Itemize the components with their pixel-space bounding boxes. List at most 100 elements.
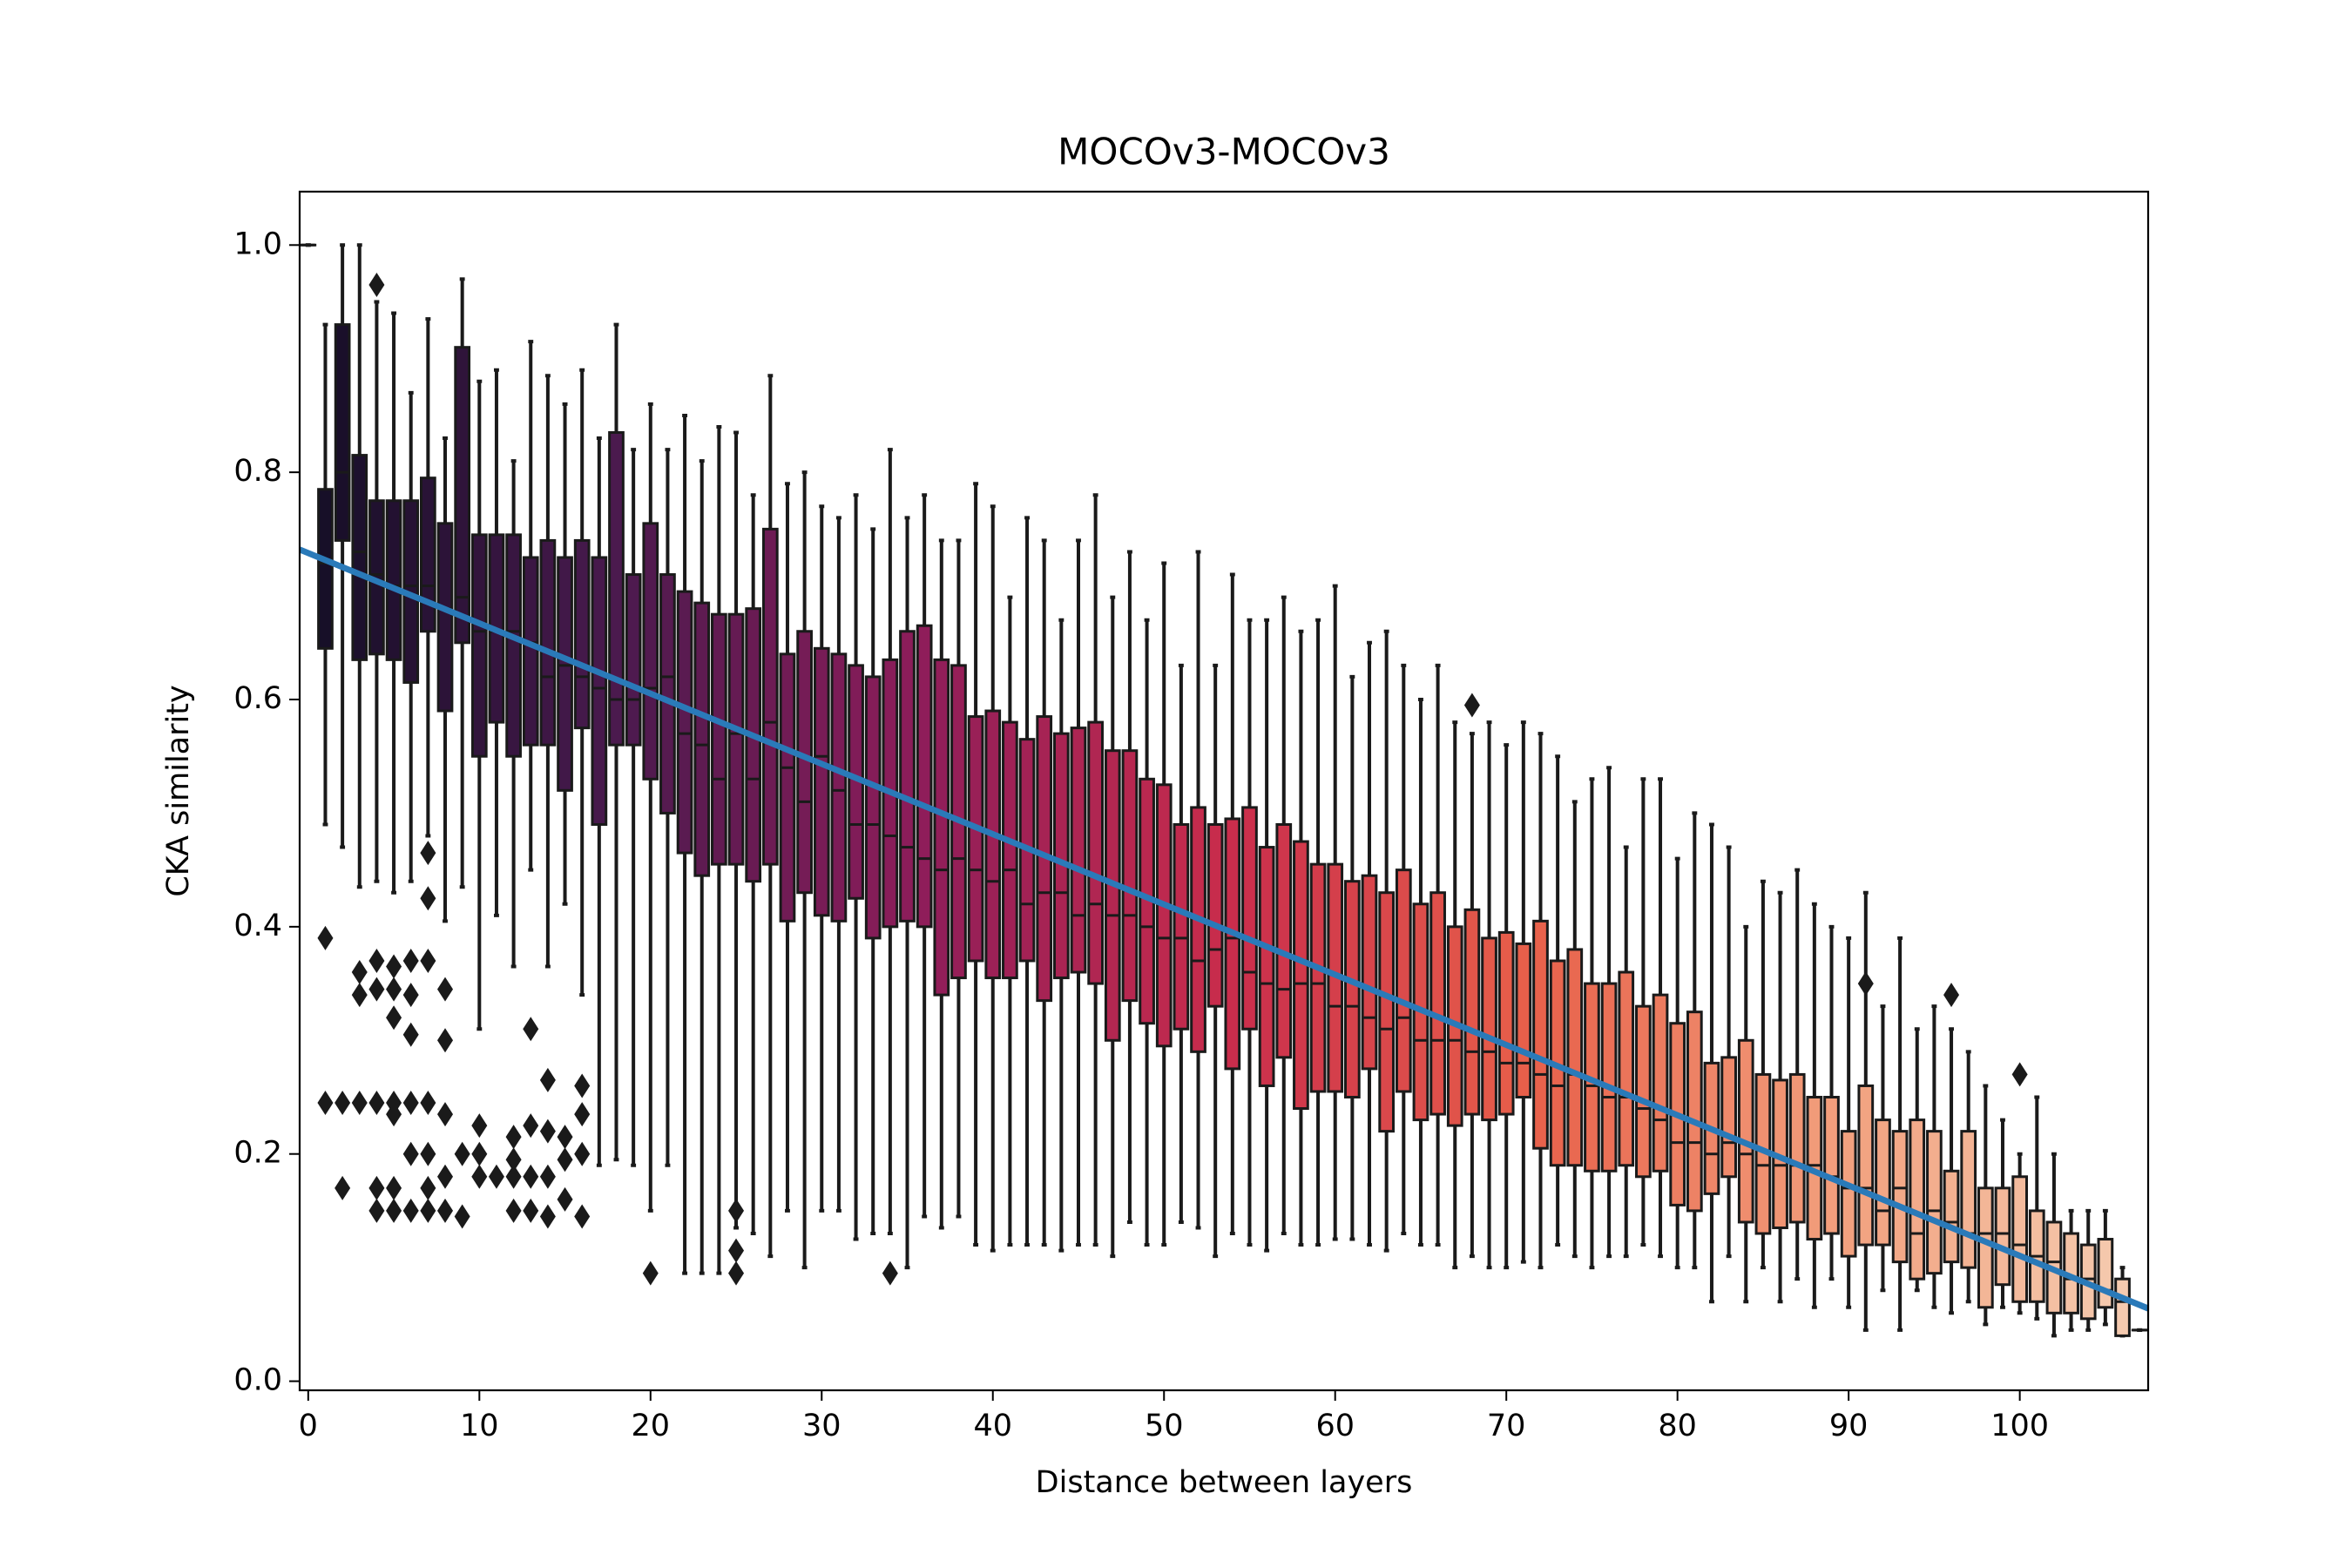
outlier — [728, 1198, 745, 1223]
whisker-high — [2119, 1266, 2126, 1280]
whisker-low — [494, 722, 499, 917]
whisker-low — [1692, 1210, 1698, 1270]
whisker-high — [699, 459, 705, 604]
whisker-high — [459, 277, 465, 348]
whisker-high — [2102, 1208, 2108, 1240]
box — [1515, 942, 1532, 1098]
outlier — [523, 1113, 539, 1139]
whisker-low — [1401, 1091, 1407, 1236]
whisker-high — [1178, 663, 1184, 825]
whisker-high — [2068, 1208, 2074, 1234]
box — [1241, 806, 1258, 1031]
whisker-high — [1041, 538, 1047, 717]
whisker-high — [1538, 732, 1544, 922]
whisker-high — [1418, 698, 1423, 904]
y-tick-label: 0.4 — [233, 909, 282, 943]
x-tick-label: 30 — [802, 1409, 841, 1443]
whisker-high — [391, 311, 397, 501]
whisker-low — [391, 659, 397, 895]
whisker-low — [767, 864, 774, 1259]
outlier — [368, 948, 385, 973]
box — [1395, 868, 1412, 1093]
x-tick-label: 40 — [973, 1409, 1012, 1443]
whisker-low — [1110, 1040, 1116, 1259]
whisker-low — [476, 756, 483, 1031]
whisker-high — [767, 374, 774, 530]
box — [1566, 948, 1584, 1167]
box — [1823, 1095, 1840, 1235]
whisker-high — [938, 538, 944, 660]
whisker-high — [1024, 516, 1030, 740]
box — [1532, 919, 1549, 1150]
whisker-low — [938, 995, 944, 1230]
whisker-high — [647, 402, 653, 524]
plot-area — [300, 243, 2148, 1338]
whisker-low — [647, 779, 653, 1213]
box — [1994, 1186, 2011, 1287]
whisker-low — [613, 745, 619, 1162]
whisker-high — [1931, 1004, 1937, 1132]
whisker-low — [1726, 1176, 1732, 1259]
whisker-low — [1298, 1108, 1304, 1247]
outlier — [317, 1091, 334, 1116]
whisker-high — [1520, 720, 1526, 944]
whisker-low — [459, 642, 465, 889]
x-tick-label: 90 — [1829, 1409, 1869, 1443]
whisker-high — [596, 436, 602, 558]
whisker-low — [1862, 1245, 1869, 1332]
box — [1600, 982, 1618, 1173]
x-tick-label: 20 — [632, 1409, 671, 1443]
whisker-high — [1760, 879, 1766, 1075]
whisker-low — [1658, 1171, 1663, 1259]
whisker-low — [544, 745, 551, 969]
whisker-low — [1349, 1097, 1355, 1241]
whisker-low — [904, 921, 910, 1270]
outlier — [539, 1119, 556, 1144]
whisker-low — [1504, 1114, 1510, 1270]
box — [933, 658, 950, 997]
box — [642, 522, 659, 781]
box — [1258, 846, 1275, 1087]
whisker-low — [1367, 1068, 1372, 1247]
outlier — [642, 1260, 659, 1286]
whisker-high — [2051, 1152, 2057, 1222]
whisker-low — [340, 540, 346, 849]
box — [522, 556, 539, 747]
box — [454, 346, 471, 645]
whisker-high — [1794, 868, 1801, 1075]
whisker-high — [1401, 663, 1407, 870]
outlier — [437, 1028, 454, 1053]
box — [1840, 1130, 1857, 1258]
outlier — [523, 1198, 539, 1223]
box — [1635, 1004, 1652, 1179]
box — [1104, 749, 1121, 1042]
box — [1155, 783, 1173, 1048]
box — [1293, 840, 1309, 1111]
whisker-high — [340, 243, 346, 325]
box — [1857, 1084, 1875, 1247]
whisker-low — [1144, 1023, 1150, 1247]
fit-line — [300, 546, 2148, 1312]
box — [761, 527, 779, 866]
outlier — [882, 1260, 898, 1286]
whisker-low — [1418, 1119, 1423, 1247]
axes-frame — [298, 190, 2150, 1392]
whisker-high — [408, 390, 414, 501]
y-tick-label: 0.0 — [233, 1363, 282, 1398]
whisker-low — [443, 711, 448, 923]
y-tick-label: 0.6 — [233, 681, 282, 716]
outlier — [574, 1102, 591, 1127]
whisker-low — [1606, 1171, 1612, 1259]
box — [693, 601, 711, 877]
whisker-high — [562, 402, 568, 558]
whisker-low — [1007, 977, 1013, 1247]
box — [591, 556, 608, 826]
box — [2114, 1277, 2131, 1337]
outlier — [402, 983, 419, 1008]
whisker-high — [1743, 924, 1749, 1041]
whisker-low — [1794, 1221, 1801, 1281]
outlier — [471, 1164, 488, 1189]
chart-title: MOCOv3-MOCOv3 — [1058, 131, 1390, 173]
